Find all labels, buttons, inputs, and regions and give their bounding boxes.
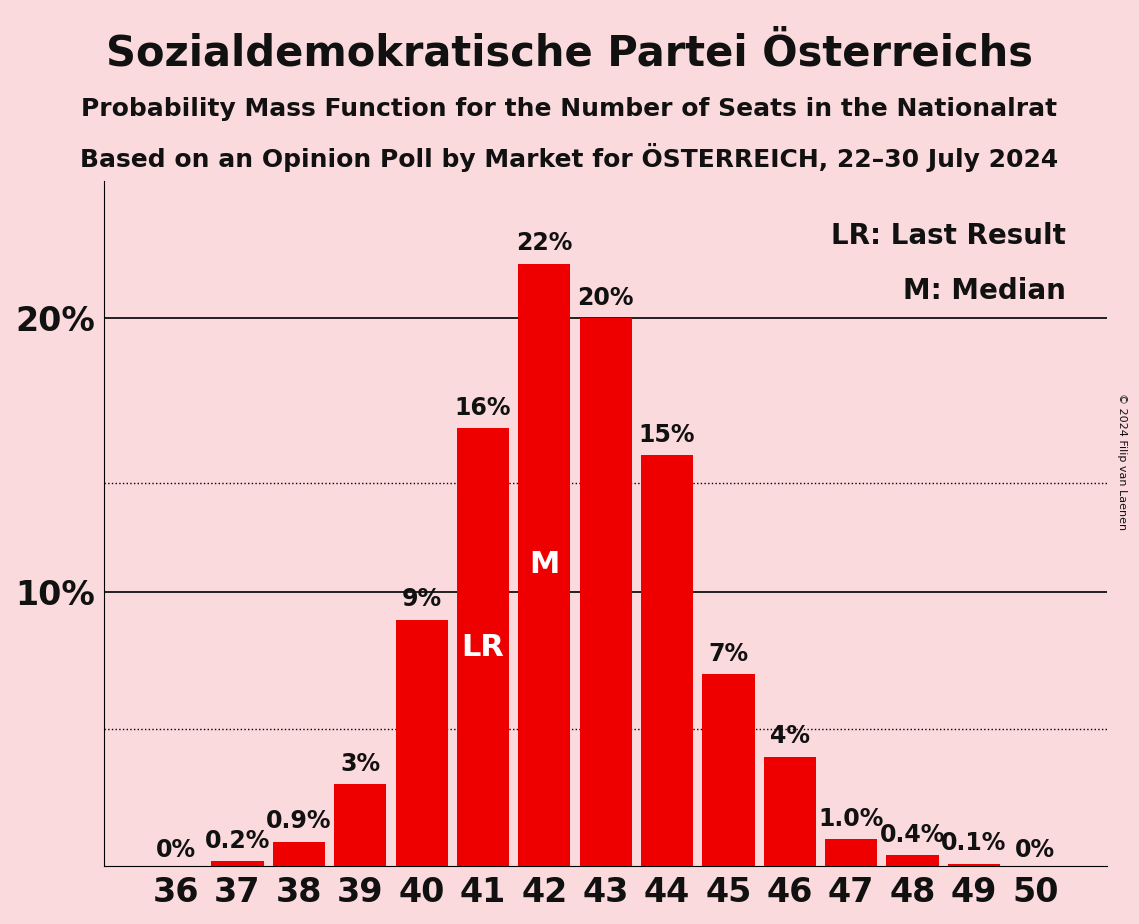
- Bar: [395, 620, 448, 867]
- Text: Probability Mass Function for the Number of Seats in the Nationalrat: Probability Mass Function for the Number…: [81, 97, 1058, 121]
- Text: © 2024 Filip van Laenen: © 2024 Filip van Laenen: [1117, 394, 1126, 530]
- Bar: [212, 861, 263, 867]
- Text: 3%: 3%: [341, 752, 380, 776]
- Bar: [825, 839, 877, 867]
- Bar: [641, 456, 694, 867]
- Bar: [518, 263, 571, 867]
- Bar: [272, 842, 325, 867]
- Text: 0.1%: 0.1%: [941, 832, 1007, 856]
- Text: LR: Last Result: LR: Last Result: [831, 223, 1066, 250]
- Text: M: Median: M: Median: [903, 277, 1066, 305]
- Bar: [703, 675, 754, 867]
- Text: 0%: 0%: [1015, 838, 1056, 862]
- Bar: [580, 318, 632, 867]
- Text: 16%: 16%: [454, 395, 511, 419]
- Text: 0.2%: 0.2%: [205, 829, 270, 853]
- Text: 7%: 7%: [708, 642, 748, 666]
- Text: 15%: 15%: [639, 423, 695, 447]
- Bar: [457, 428, 509, 867]
- Text: 0.4%: 0.4%: [879, 823, 945, 847]
- Text: M: M: [530, 551, 559, 579]
- Text: 1.0%: 1.0%: [819, 807, 884, 831]
- Text: LR: LR: [461, 633, 505, 662]
- Bar: [886, 856, 939, 867]
- Text: Based on an Opinion Poll by Market for ÖSTERREICH, 22–30 July 2024: Based on an Opinion Poll by Market for Ö…: [81, 143, 1058, 172]
- Text: 0%: 0%: [156, 838, 196, 862]
- Text: 22%: 22%: [516, 231, 573, 255]
- Bar: [334, 784, 386, 867]
- Bar: [948, 864, 1000, 867]
- Text: 0.9%: 0.9%: [267, 809, 331, 833]
- Text: 20%: 20%: [577, 286, 634, 310]
- Bar: [764, 757, 816, 867]
- Text: 9%: 9%: [402, 588, 442, 612]
- Text: Sozialdemokratische Partei Österreichs: Sozialdemokratische Partei Österreichs: [106, 32, 1033, 74]
- Text: 4%: 4%: [770, 724, 810, 748]
